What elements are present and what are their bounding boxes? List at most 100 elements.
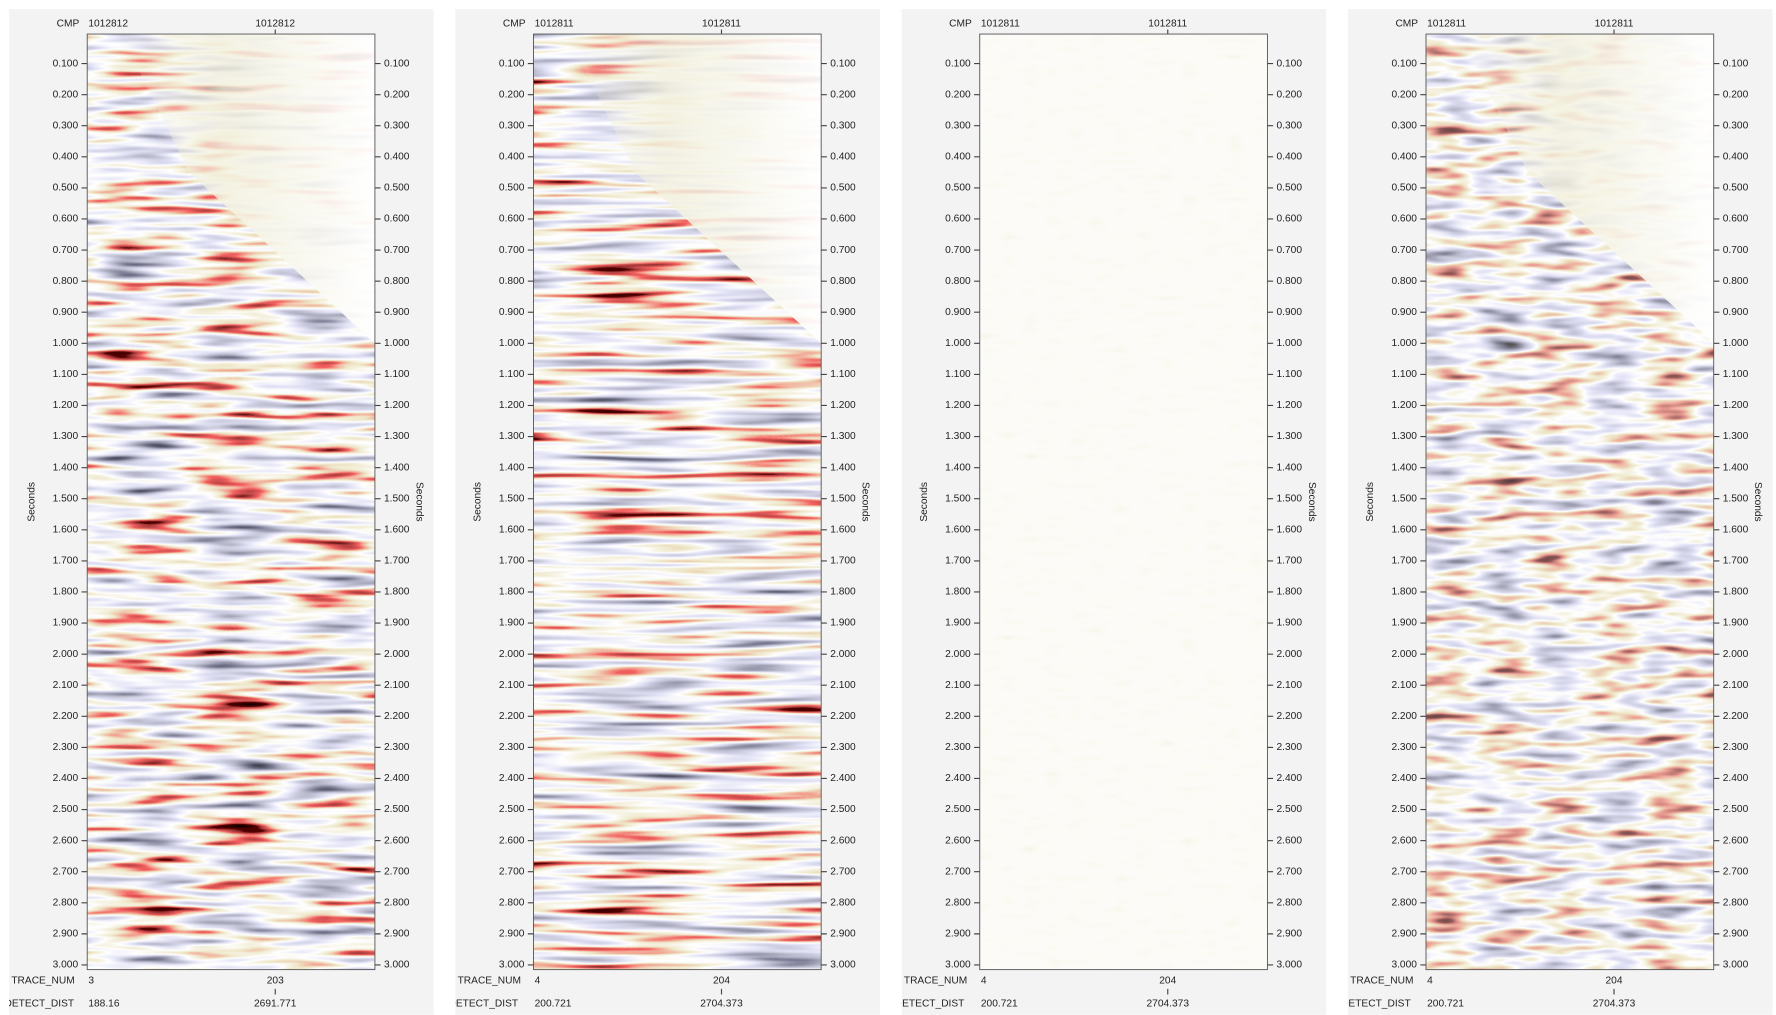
cmp-label: CMP (949, 19, 972, 30)
y-tick-label: 1.800 (1391, 587, 1417, 598)
y-tick-label: 1.300 (945, 431, 971, 442)
cmp-value: 1012811 (981, 19, 1020, 30)
y-tick-label: 0.900 (945, 307, 971, 318)
y-tick-label: 1.000 (53, 338, 79, 349)
cmp-label: CMP (503, 19, 526, 30)
y-tick-label: 0.100 (53, 58, 79, 69)
y-tick-label: 2.600 (499, 835, 525, 846)
gather-panel: CMP10128111012811TRACE_NUM4204DETECT_DIS… (895, 9, 1327, 1015)
y-tick-label: 2.400 (830, 773, 856, 784)
y-tick-label: 2.200 (1391, 711, 1417, 722)
y-tick-label: 1.200 (945, 400, 971, 411)
y-tick-label: 1.200 (830, 400, 856, 411)
y-tick-label: 3.000 (945, 960, 971, 971)
y-tick-label: 0.700 (499, 245, 525, 256)
y-tick-label: 1.600 (945, 524, 971, 535)
y-tick-label: 0.700 (830, 245, 856, 256)
y-tick-label: 2.400 (1277, 773, 1303, 784)
y-tick-label: 2.400 (384, 773, 410, 784)
y-tick-label: 0.200 (830, 89, 856, 100)
y-tick-label: 0.100 (830, 58, 856, 69)
y-tick-label: 1.600 (499, 524, 525, 535)
y-tick-label: 1.300 (1277, 431, 1303, 442)
y-tick-label: 2.100 (1277, 680, 1303, 691)
y-tick-label: 0.200 (945, 89, 971, 100)
trace-num-value: 4 (981, 976, 987, 987)
y-tick-label: 0.200 (1391, 89, 1417, 100)
y-tick-label: 1.000 (830, 338, 856, 349)
y-tick-label: 2.200 (830, 711, 856, 722)
y-tick-label: 0.800 (53, 276, 79, 287)
y-tick-label: 3.000 (830, 960, 856, 971)
y-tick-label: 0.500 (830, 183, 856, 194)
cmp-value: 1012811 (535, 19, 574, 30)
y-tick-label: 1.600 (1391, 524, 1417, 535)
y-tick-label: 0.200 (1723, 89, 1749, 100)
gather-panel: CMP10128111012811TRACE_NUM4204DETECT_DIS… (1341, 9, 1773, 1015)
y-tick-label: 0.300 (1277, 120, 1303, 131)
panel-body: CMP10128111012811TRACE_NUM4204DETECT_DIS… (895, 9, 1327, 1015)
detect-dist-value: 188.16 (88, 998, 119, 1009)
y-tick-label: 0.900 (499, 307, 525, 318)
y-tick-label: 1.700 (53, 556, 79, 567)
y-tick-label: 1.700 (830, 556, 856, 567)
trace-num-value: 203 (267, 976, 284, 987)
detect-dist-value: 2691.771 (254, 998, 297, 1009)
cmp-value: 1012811 (702, 19, 741, 30)
y-tick-label: 2.300 (1277, 742, 1303, 753)
y-tick-label: 1.100 (1391, 369, 1417, 380)
y-tick-label: 1.100 (830, 369, 856, 380)
y-tick-label: 1.500 (830, 493, 856, 504)
axis-title: Seconds (1752, 482, 1763, 522)
y-tick-label: 1.200 (1277, 400, 1303, 411)
y-tick-label: 1.500 (1277, 493, 1303, 504)
y-tick-label: 2.000 (1277, 649, 1303, 660)
trace-num-value: 204 (1159, 976, 1176, 987)
y-tick-label: 1.600 (1723, 524, 1749, 535)
y-tick-label: 1.400 (1391, 462, 1417, 473)
trace-num-label: TRACE_NUM (458, 976, 521, 987)
y-tick-label: 2.800 (1723, 897, 1749, 908)
y-tick-label: 2.400 (53, 773, 79, 784)
cmp-value: 1012812 (88, 19, 128, 30)
cmp-label: CMP (57, 19, 80, 30)
y-tick-label: 2.600 (1277, 835, 1303, 846)
y-tick-label: 1.100 (1723, 369, 1749, 380)
y-tick-label: 1.500 (945, 493, 971, 504)
detect-dist-value: 2704.373 (1593, 998, 1636, 1009)
y-tick-label: 0.400 (53, 152, 79, 163)
y-tick-label: 0.700 (945, 245, 971, 256)
y-tick-label: 0.700 (1277, 245, 1303, 256)
y-tick-label: 2.800 (1391, 897, 1417, 908)
y-tick-label: 0.100 (499, 58, 525, 69)
y-tick-label: 1.100 (384, 369, 410, 380)
y-tick-label: 2.700 (1277, 866, 1303, 877)
y-tick-label: 1.400 (53, 462, 79, 473)
y-tick-label: 1.200 (384, 400, 410, 411)
y-tick-label: 2.900 (384, 929, 410, 940)
y-tick-label: 0.600 (1391, 214, 1417, 225)
y-tick-label: 0.600 (53, 214, 79, 225)
y-tick-label: 2.600 (1723, 835, 1749, 846)
y-tick-label: 2.000 (53, 649, 79, 660)
y-tick-label: 2.100 (53, 680, 79, 691)
y-tick-label: 2.000 (945, 649, 971, 660)
y-tick-label: 2.100 (945, 680, 971, 691)
y-tick-label: 2.600 (1391, 835, 1417, 846)
y-tick-label: 2.300 (1723, 742, 1749, 753)
y-tick-label: 0.300 (499, 120, 525, 131)
y-tick-label: 1.900 (1277, 618, 1303, 629)
y-tick-label: 2.400 (945, 773, 971, 784)
y-tick-label: 2.200 (1723, 711, 1749, 722)
y-tick-label: 3.000 (499, 960, 525, 971)
y-tick-label: 2.800 (830, 897, 856, 908)
y-tick-label: 0.800 (1391, 276, 1417, 287)
y-tick-label: 2.900 (499, 929, 525, 940)
y-tick-label: 1.100 (1277, 369, 1303, 380)
y-tick-label: 1.800 (499, 587, 525, 598)
axis-title: Seconds (473, 482, 484, 522)
y-tick-label: 0.800 (499, 276, 525, 287)
y-tick-label: 0.800 (945, 276, 971, 287)
y-tick-label: 2.700 (1723, 866, 1749, 877)
trace-num-label: TRACE_NUM (904, 976, 967, 987)
